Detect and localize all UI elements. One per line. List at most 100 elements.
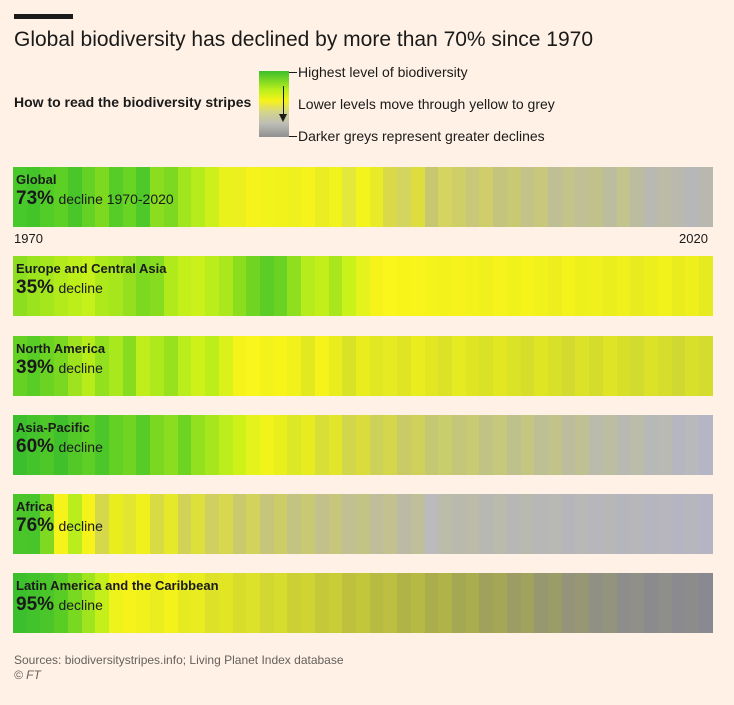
year-stripe bbox=[383, 336, 398, 396]
year-stripe bbox=[273, 167, 288, 227]
stripe-row bbox=[13, 415, 713, 475]
year-stripe bbox=[410, 167, 425, 227]
year-stripe bbox=[40, 573, 55, 633]
legend-arrow-line bbox=[283, 86, 284, 116]
decline-text: decline 1970-2020 bbox=[58, 191, 174, 207]
year-stripe bbox=[602, 167, 617, 227]
year-stripe bbox=[81, 256, 96, 316]
year-stripe bbox=[575, 167, 590, 227]
year-stripe bbox=[657, 494, 672, 554]
year-stripe bbox=[314, 415, 329, 475]
year-stripe bbox=[40, 415, 55, 475]
year-stripe bbox=[122, 167, 137, 227]
year-stripe bbox=[81, 415, 96, 475]
year-stripe bbox=[81, 573, 96, 633]
year-stripe bbox=[232, 167, 247, 227]
year-stripe bbox=[369, 415, 384, 475]
year-stripe bbox=[191, 415, 206, 475]
legend-tick-bottom bbox=[289, 136, 297, 137]
year-stripe bbox=[205, 336, 219, 396]
year-stripe bbox=[589, 415, 603, 475]
year-stripe bbox=[424, 573, 439, 633]
year-stripe bbox=[218, 256, 233, 316]
year-stripe bbox=[520, 336, 535, 396]
year-stripe bbox=[671, 494, 686, 554]
year-stripe bbox=[259, 256, 274, 316]
year-stripe bbox=[328, 415, 343, 475]
year-stripe bbox=[342, 494, 356, 554]
year-stripe bbox=[602, 336, 617, 396]
year-stripe bbox=[493, 415, 507, 475]
year-stripe bbox=[534, 573, 549, 633]
region-label: Europe and Central Asia bbox=[16, 261, 167, 276]
year-stripe bbox=[177, 415, 192, 475]
year-stripe bbox=[561, 167, 576, 227]
year-stripe bbox=[438, 167, 452, 227]
decline-value: 76% decline bbox=[16, 515, 103, 537]
year-stripe bbox=[397, 336, 411, 396]
axis-start-year: 1970 bbox=[14, 231, 43, 246]
year-stripe bbox=[671, 256, 686, 316]
year-stripe bbox=[520, 167, 535, 227]
decline-percent: 95% bbox=[16, 594, 55, 615]
stripe-panel: Africa 76% decline bbox=[13, 494, 713, 554]
year-stripe bbox=[520, 415, 535, 475]
year-stripe bbox=[177, 167, 192, 227]
year-stripe bbox=[328, 167, 343, 227]
year-stripe bbox=[561, 256, 576, 316]
year-stripe bbox=[698, 336, 713, 396]
year-stripe bbox=[273, 494, 288, 554]
year-stripe bbox=[410, 415, 425, 475]
year-stripe bbox=[301, 573, 315, 633]
year-stripe bbox=[54, 415, 68, 475]
year-stripe bbox=[465, 573, 480, 633]
year-stripe bbox=[109, 415, 123, 475]
year-stripe bbox=[40, 336, 55, 396]
year-stripe bbox=[191, 573, 206, 633]
year-stripe bbox=[355, 256, 370, 316]
year-stripe bbox=[259, 336, 274, 396]
year-stripe bbox=[328, 336, 343, 396]
year-stripe bbox=[602, 256, 617, 316]
year-stripe bbox=[424, 336, 439, 396]
year-stripe bbox=[191, 167, 206, 227]
legend-item-darker: Darker greys represent greater declines bbox=[298, 128, 545, 144]
year-stripe bbox=[109, 494, 123, 554]
year-stripe bbox=[630, 415, 645, 475]
year-stripe bbox=[40, 256, 55, 316]
region-label: Latin America and the Caribbean bbox=[16, 578, 219, 593]
year-stripe bbox=[575, 573, 590, 633]
year-stripe bbox=[602, 573, 617, 633]
year-stripe bbox=[506, 494, 521, 554]
year-stripe bbox=[95, 494, 110, 554]
year-stripe bbox=[205, 256, 219, 316]
year-stripe bbox=[122, 415, 137, 475]
region-label: Africa bbox=[16, 499, 53, 514]
year-stripe bbox=[424, 256, 439, 316]
year-stripe bbox=[410, 494, 425, 554]
decline-text: decline bbox=[58, 439, 103, 455]
year-stripe bbox=[479, 415, 494, 475]
year-stripe bbox=[602, 415, 617, 475]
year-stripe bbox=[534, 494, 549, 554]
year-stripe bbox=[150, 336, 164, 396]
year-stripe bbox=[13, 167, 27, 227]
year-stripe bbox=[122, 494, 137, 554]
year-stripe bbox=[26, 167, 41, 227]
year-stripe bbox=[95, 573, 110, 633]
stripe-row bbox=[13, 494, 713, 554]
year-stripe bbox=[314, 336, 329, 396]
year-stripe bbox=[259, 573, 274, 633]
year-stripe bbox=[602, 494, 617, 554]
year-stripe bbox=[95, 256, 110, 316]
year-stripe bbox=[479, 336, 494, 396]
year-stripe bbox=[589, 336, 603, 396]
stripe-row bbox=[13, 256, 713, 316]
decline-text: decline bbox=[58, 280, 103, 296]
year-stripe bbox=[81, 336, 96, 396]
year-stripe bbox=[506, 256, 521, 316]
year-stripe bbox=[589, 256, 603, 316]
year-stripe bbox=[534, 256, 549, 316]
stripe-row bbox=[13, 167, 713, 227]
year-stripe bbox=[465, 167, 480, 227]
